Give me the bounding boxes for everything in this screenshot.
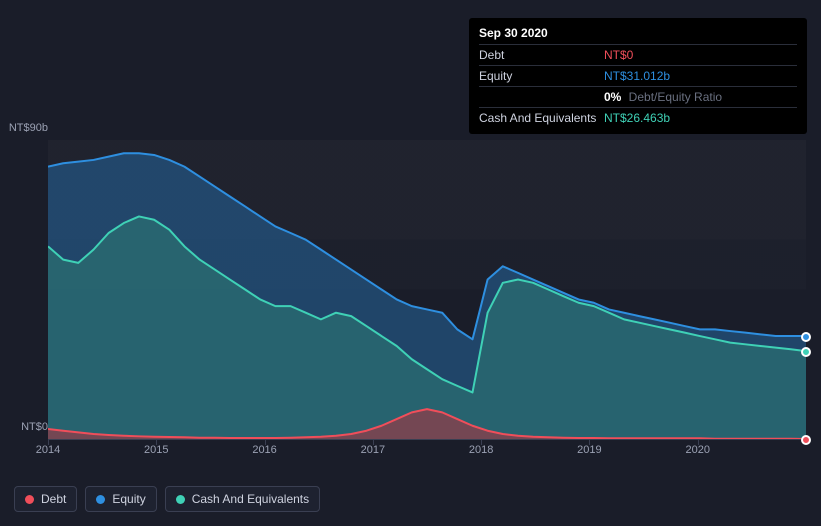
- tooltip-ratio: 0% Debt/Equity Ratio: [604, 88, 722, 106]
- chart-legend: Debt Equity Cash And Equivalents: [14, 486, 320, 512]
- financial-chart: NT$90b NT$0 2014201520162017201820192020: [14, 118, 807, 498]
- end-marker-equity: [801, 332, 811, 342]
- tooltip-label: Debt: [479, 46, 604, 64]
- end-marker-cash: [801, 347, 811, 357]
- plot-area[interactable]: [48, 140, 806, 440]
- legend-label: Equity: [112, 492, 145, 506]
- x-tick-label: 2018: [469, 444, 493, 456]
- legend-item[interactable]: Cash And Equivalents: [165, 486, 320, 512]
- x-axis: 2014201520162017201820192020: [48, 444, 806, 462]
- y-axis-label-top: NT$90b: [8, 122, 48, 134]
- legend-label: Cash And Equivalents: [192, 492, 309, 506]
- legend-dot-icon: [96, 495, 105, 504]
- x-tick-label: 2014: [36, 444, 60, 456]
- tooltip-row: 0% Debt/Equity Ratio: [479, 86, 797, 107]
- legend-dot-icon: [176, 495, 185, 504]
- tooltip-row: EquityNT$31.012b: [479, 65, 797, 86]
- x-tick-label: 2017: [361, 444, 385, 456]
- tooltip-ratio-spacer: [479, 88, 604, 106]
- tooltip-label: Equity: [479, 67, 604, 85]
- tooltip-date: Sep 30 2020: [479, 24, 797, 44]
- tooltip-value: NT$31.012b: [604, 67, 670, 85]
- x-tick-label: 2015: [144, 444, 168, 456]
- tooltip-row: DebtNT$0: [479, 44, 797, 65]
- x-tick-label: 2019: [577, 444, 601, 456]
- tooltip-rows: DebtNT$0EquityNT$31.012b 0% Debt/Equity …: [479, 44, 797, 128]
- x-tick-label: 2016: [252, 444, 276, 456]
- tooltip-ratio-label: Debt/Equity Ratio: [625, 90, 722, 104]
- x-tick-label: 2020: [685, 444, 709, 456]
- y-axis-label-bottom: NT$0: [8, 421, 48, 433]
- tooltip-value: NT$0: [604, 46, 633, 64]
- chart-tooltip: Sep 30 2020 DebtNT$0EquityNT$31.012b 0% …: [469, 18, 807, 134]
- tooltip-ratio-value: 0%: [604, 90, 621, 104]
- legend-dot-icon: [25, 495, 34, 504]
- legend-item[interactable]: Debt: [14, 486, 77, 512]
- legend-label: Debt: [41, 492, 66, 506]
- legend-item[interactable]: Equity: [85, 486, 156, 512]
